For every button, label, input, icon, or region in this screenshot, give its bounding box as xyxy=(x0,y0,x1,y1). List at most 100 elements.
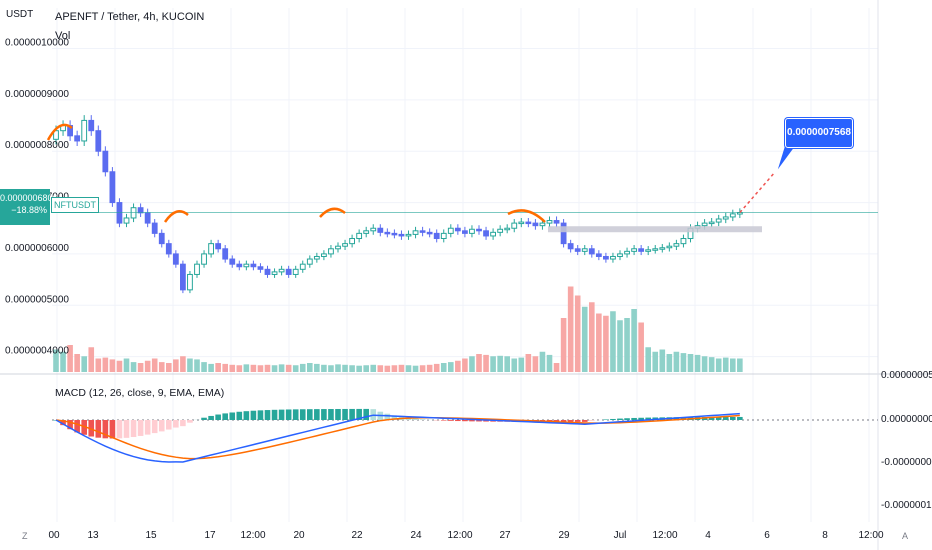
volume-bar xyxy=(638,322,644,372)
time-tick-label: 12:00 xyxy=(240,530,265,541)
candle-body xyxy=(610,255,616,260)
volume-bar xyxy=(448,362,454,372)
volume-bar xyxy=(307,363,313,372)
volume-bar xyxy=(356,365,362,372)
candle-body xyxy=(546,220,553,224)
macd-histogram-bar xyxy=(137,420,144,436)
price-tick-label: 0.0000006000 xyxy=(5,243,69,254)
time-tick-label: 15 xyxy=(145,530,157,541)
candle-body xyxy=(469,228,475,234)
candle-body xyxy=(603,255,609,260)
macd-histogram-bar xyxy=(715,416,722,420)
macd-histogram-bar xyxy=(243,411,250,420)
volume-bar xyxy=(278,364,285,372)
volume-bar xyxy=(335,364,341,372)
candle-body xyxy=(638,248,645,252)
volume-bar xyxy=(412,365,419,372)
symbol-title[interactable]: APENFT / Tether, 4h, KUCOIN xyxy=(55,11,205,23)
drawing-overlays xyxy=(46,123,878,233)
time-tick-label: 6 xyxy=(764,530,770,541)
candle-body xyxy=(708,221,715,225)
volume-bar xyxy=(518,357,525,372)
macd-histogram-bar xyxy=(180,420,186,427)
macd-histogram-bar xyxy=(412,418,419,420)
volume-bars xyxy=(53,286,743,372)
macd-histogram-bar xyxy=(617,418,623,420)
time-tick-label: 29 xyxy=(558,530,570,541)
zoom-z-button[interactable]: Z xyxy=(22,531,28,541)
candle-body xyxy=(53,130,59,140)
volume-bar xyxy=(349,365,355,372)
volume-bar xyxy=(116,360,123,372)
candle-body xyxy=(229,258,236,265)
volume-bar xyxy=(292,365,299,372)
macd-histogram-bar xyxy=(455,420,461,422)
candle-body xyxy=(180,263,186,291)
macd-histogram-bar xyxy=(151,420,158,434)
macd-histogram-bar xyxy=(553,420,560,422)
candle-body xyxy=(419,230,426,233)
candle-body xyxy=(666,245,673,249)
volume-bar xyxy=(102,357,109,372)
volume-bar xyxy=(60,351,66,372)
callout-pointer xyxy=(777,146,795,170)
candle-body xyxy=(264,268,271,275)
candle-body xyxy=(201,253,207,265)
macd-histogram-bar xyxy=(462,420,468,422)
target-price-callout[interactable]: 0.0000007568 xyxy=(785,118,853,148)
volume-bar xyxy=(730,358,736,372)
volume-label[interactable]: Vol xyxy=(55,30,71,42)
macd-histogram-bar xyxy=(560,420,567,422)
macd-histogram-bar xyxy=(67,420,73,430)
volume-bar xyxy=(525,354,532,372)
candle-body xyxy=(243,263,250,268)
candle-body xyxy=(250,263,257,268)
time-tick-label: 24 xyxy=(410,530,422,541)
candle-body xyxy=(398,233,405,237)
candle-body xyxy=(511,222,518,229)
candle-body xyxy=(715,218,722,223)
volume-bar xyxy=(687,354,694,372)
projection-line xyxy=(739,172,775,214)
macd-label[interactable]: MACD (12, 26, close, 9, EMA, EMA) xyxy=(55,387,225,399)
volume-bar xyxy=(645,347,651,372)
candle-body xyxy=(165,243,172,255)
resistance-zone xyxy=(548,226,762,233)
time-tick-label: 27 xyxy=(499,530,511,541)
candle-body xyxy=(539,222,546,227)
volume-bar xyxy=(433,363,440,372)
candle-body xyxy=(567,243,574,250)
candle-body xyxy=(701,222,708,227)
macd-histogram-bar xyxy=(730,416,736,420)
volume-bar xyxy=(455,360,461,372)
volume-bar xyxy=(708,357,715,372)
candle-body xyxy=(595,253,602,257)
volume-bar xyxy=(539,351,546,372)
candle-body xyxy=(292,268,299,275)
candle-body xyxy=(518,221,525,225)
volume-bar xyxy=(581,306,588,372)
volume-bar xyxy=(469,356,475,372)
macd-histogram-bar xyxy=(215,414,221,420)
time-tick-label: 13 xyxy=(87,530,99,541)
volume-bar xyxy=(222,363,228,372)
candle-body xyxy=(313,255,320,260)
volume-bar xyxy=(166,363,172,372)
volume-bar xyxy=(673,351,680,372)
price-tick-label: 0.0000004000 xyxy=(5,346,69,357)
volume-bar xyxy=(151,358,158,372)
macd-tick-label: -0.0000000500 xyxy=(881,457,932,468)
volume-bar xyxy=(715,358,722,372)
volume-bar xyxy=(285,364,292,372)
volume-bar xyxy=(123,358,130,372)
candle-body xyxy=(123,217,130,224)
candle-body xyxy=(680,238,687,245)
macd-histogram-bar xyxy=(603,419,609,420)
candle-body xyxy=(321,253,327,257)
auto-scale-button[interactable]: A xyxy=(902,531,909,541)
volume-bar xyxy=(666,354,673,372)
volume-bar xyxy=(737,358,743,372)
time-tick-label: 22 xyxy=(351,530,363,541)
candle-body xyxy=(278,268,285,273)
